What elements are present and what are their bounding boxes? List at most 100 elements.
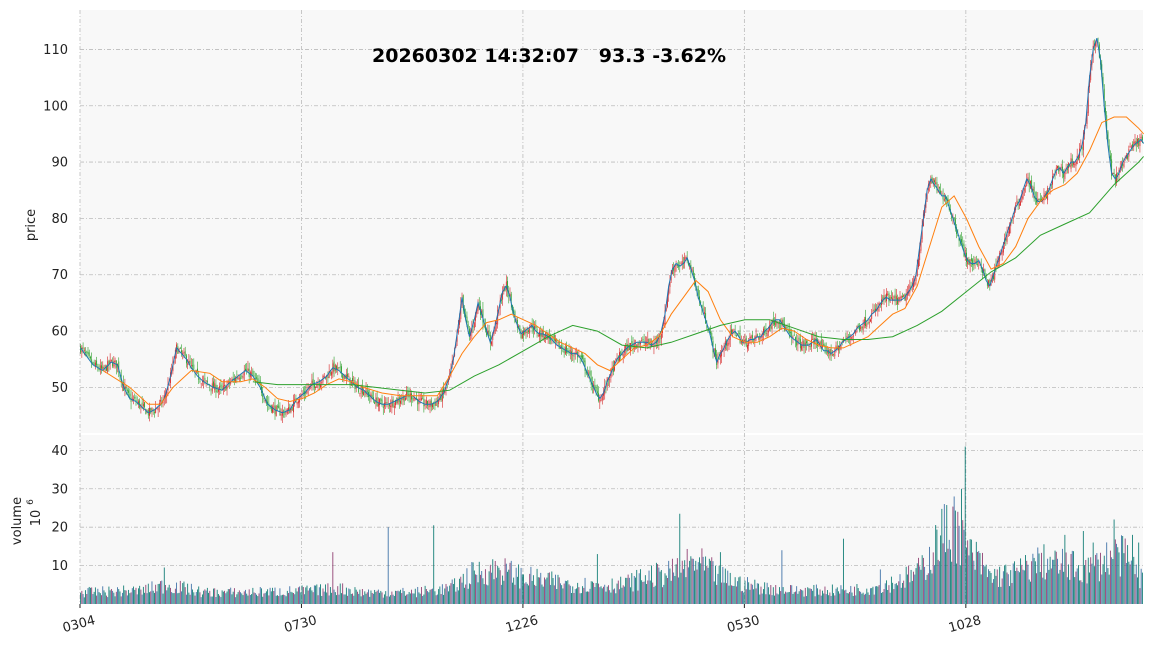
candle-body — [183, 352, 185, 354]
volume-bar — [373, 593, 374, 604]
volume-bar — [551, 571, 553, 604]
candle-body — [1117, 172, 1119, 175]
candle-body — [1111, 159, 1113, 176]
volume-bar — [295, 588, 297, 604]
volume-bar — [236, 594, 238, 604]
volume-bar — [722, 566, 724, 604]
candle-body — [986, 281, 988, 286]
volume-bar — [493, 579, 495, 604]
volume-bar — [564, 580, 566, 604]
volume-bar — [862, 592, 864, 604]
candle-body — [341, 366, 342, 374]
volume-bar — [1048, 569, 1050, 604]
candle-body — [420, 398, 422, 400]
volume-bar — [434, 591, 436, 604]
candle-body — [1018, 203, 1020, 206]
volume-bar — [850, 585, 852, 604]
volume-bar — [557, 574, 559, 604]
candle-body — [851, 336, 853, 340]
volume-bar — [574, 589, 576, 604]
volume-bar — [374, 589, 376, 604]
candle-body — [364, 390, 366, 394]
volume-bar — [590, 581, 592, 604]
candle-body — [187, 363, 189, 365]
volume-bar — [930, 569, 932, 604]
candle-body — [775, 320, 777, 326]
candle-body — [658, 334, 660, 344]
volume-bar — [1101, 574, 1103, 604]
volume-bar — [984, 566, 986, 604]
candle-body — [263, 397, 265, 400]
volume-bar — [796, 586, 798, 604]
volume-bar — [903, 580, 905, 604]
candle-body — [315, 386, 317, 389]
volume-bar — [197, 589, 198, 604]
volume-bar — [836, 587, 838, 604]
volume-bar — [882, 592, 884, 604]
candle-body — [563, 350, 565, 354]
candle-body — [333, 361, 335, 372]
volume-bar — [158, 583, 160, 604]
candle-body — [647, 339, 649, 343]
volume-bar — [636, 569, 638, 604]
volume-bar — [967, 540, 969, 604]
volume-bar — [438, 589, 440, 604]
volume-bar — [580, 593, 582, 604]
candle-body — [823, 343, 825, 347]
volume-bar — [996, 569, 998, 604]
candle-body — [989, 279, 991, 285]
volume-bar — [841, 589, 843, 604]
volume-bar — [534, 584, 536, 604]
volume-bar — [913, 571, 914, 604]
volume-bar — [529, 573, 531, 604]
candle-body — [231, 378, 233, 381]
volume-bar — [890, 576, 892, 604]
candle-body — [855, 330, 857, 334]
candle-body — [414, 398, 416, 400]
candle-body — [962, 243, 964, 246]
candle-body — [1123, 158, 1125, 168]
candle-body — [232, 378, 234, 380]
moving-average-mid-line — [102, 116, 1144, 405]
volume-bar — [307, 590, 309, 604]
volume-bar — [978, 551, 980, 604]
volume-multiplier-label: 10 — [29, 510, 44, 527]
volume-bar — [333, 589, 335, 604]
volume-bar — [487, 585, 489, 604]
volume-bar — [306, 585, 308, 604]
volume-bar — [644, 575, 646, 604]
candle-body — [521, 331, 523, 339]
volume-bar — [673, 572, 675, 604]
volume-bar — [929, 546, 930, 604]
candle-body — [675, 265, 677, 266]
volume-bar — [284, 595, 286, 604]
volume-bar — [807, 587, 809, 604]
volume-bar — [897, 585, 898, 604]
volume-bar — [201, 594, 203, 604]
candle-body — [1049, 186, 1051, 191]
candle-body — [857, 324, 859, 327]
volume-bar — [147, 583, 149, 604]
volume-bar — [215, 597, 217, 604]
candle-body — [676, 264, 678, 266]
candle-body — [388, 404, 390, 407]
volume-bar — [585, 591, 587, 604]
volume-bar — [635, 577, 636, 604]
volume-bar — [874, 586, 876, 604]
candle-body — [871, 312, 873, 319]
volume-bar — [937, 559, 939, 604]
volume-bar — [199, 592, 201, 604]
volume-bar — [968, 555, 970, 604]
volume-bar — [696, 569, 698, 604]
volume-bar — [681, 560, 683, 604]
volume-bar — [173, 593, 175, 604]
candle-body — [264, 400, 266, 402]
candle-body — [705, 313, 707, 324]
volume-bar — [1098, 581, 1100, 604]
volume-bar — [364, 591, 366, 604]
volume-bar — [245, 589, 246, 604]
volume-bar — [1132, 534, 1133, 604]
volume-bar — [1090, 557, 1092, 604]
volume-bar — [561, 585, 563, 604]
volume-bar — [654, 585, 656, 604]
